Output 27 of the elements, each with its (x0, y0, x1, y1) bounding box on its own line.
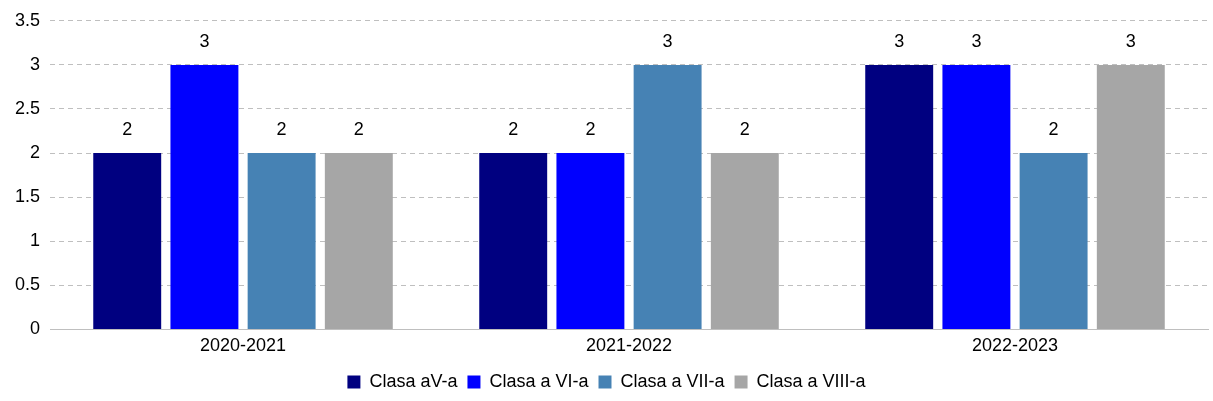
y-tick-label: 3 (30, 53, 41, 74)
y-tick-label: 0.5 (14, 274, 41, 295)
data-label: 2 (508, 119, 519, 140)
data-label: 2 (353, 119, 364, 140)
y-tick-label: 2 (30, 142, 41, 163)
y-tick-label: 0 (30, 318, 41, 339)
data-label: 3 (662, 30, 673, 51)
data-label: 3 (199, 30, 210, 51)
y-tick-label: 1.5 (14, 186, 41, 207)
data-label: 3 (1125, 30, 1136, 51)
legend-label: Clasa a VII-a (620, 370, 726, 391)
data-label: 2 (739, 119, 750, 140)
x-tick-label: 2022-2023 (971, 335, 1059, 356)
legend-label: Clasa aV-a (369, 370, 459, 391)
data-label: 2 (276, 119, 287, 140)
data-label: 3 (971, 30, 982, 51)
x-tick-label: 2020-2021 (199, 335, 287, 356)
data-label: 2 (122, 119, 133, 140)
x-tick-label: 2021-2022 (585, 335, 673, 356)
data-label: 2 (1048, 119, 1059, 140)
y-tick-label: 1 (30, 230, 41, 251)
y-tick-label: 3.5 (14, 9, 41, 30)
legend-label: Clasa a VIII-a (756, 370, 867, 391)
data-label: 3 (894, 30, 905, 51)
y-tick-label: 2.5 (14, 97, 41, 118)
legend-label: Clasa a VI-a (489, 370, 590, 391)
data-label: 2 (585, 119, 596, 140)
